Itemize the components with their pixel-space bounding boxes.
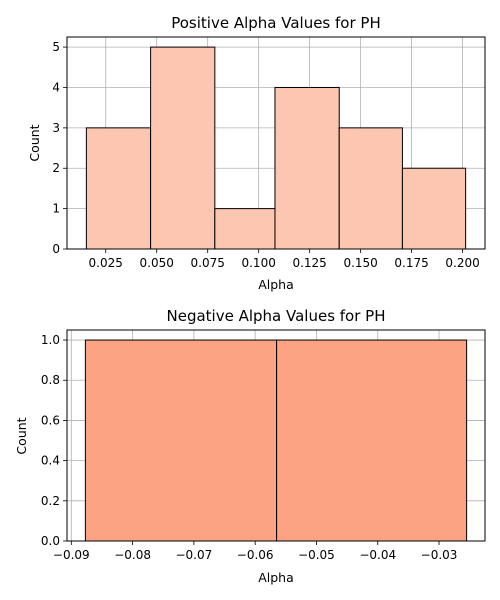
histogram-bar bbox=[274, 86, 340, 250]
negative-alpha-histogram: Negative Alpha Values for PH −0.09 −0.08−… bbox=[14, 307, 486, 585]
x-tick-label: 0.125 bbox=[292, 256, 326, 270]
x-tick-label: 0.050 bbox=[140, 256, 174, 270]
x-tick-label: −0.09 bbox=[53, 548, 90, 562]
histogram-bar bbox=[214, 208, 276, 250]
x-tick-label: 0.075 bbox=[191, 256, 225, 270]
y-tick-label: 1 bbox=[52, 202, 60, 216]
x-tick-label: −0.08 bbox=[114, 548, 151, 562]
chart-title: Positive Alpha Values for PH bbox=[171, 14, 381, 32]
x-axis-label: Alpha bbox=[258, 570, 294, 585]
y-tick-label: 0.8 bbox=[41, 373, 60, 387]
y-tick-label: 0.6 bbox=[41, 413, 60, 427]
x-tick-label: 0.025 bbox=[89, 256, 123, 270]
x-tick-label: −0.07 bbox=[175, 548, 212, 562]
y-tick-label: 1.0 bbox=[41, 333, 60, 347]
x-tick-label: −0.04 bbox=[359, 548, 396, 562]
y-tick-label: 2 bbox=[52, 161, 60, 175]
chart-title: Negative Alpha Values for PH bbox=[167, 307, 386, 325]
bars bbox=[85, 46, 467, 250]
histogram-bar bbox=[150, 46, 216, 250]
y-tick-label: 0 bbox=[52, 242, 60, 256]
y-axis-label: Count bbox=[27, 124, 42, 161]
histogram-bar bbox=[338, 127, 403, 250]
y-tick-label: 0.0 bbox=[41, 534, 60, 548]
x-tick-label: 0.150 bbox=[343, 256, 377, 270]
x-axis-label: Alpha bbox=[258, 277, 294, 292]
x-tick-label: −0.06 bbox=[237, 548, 274, 562]
x-tick-label: 0.175 bbox=[394, 256, 428, 270]
y-axis-label: Count bbox=[14, 417, 29, 454]
x-tick-label: −0.03 bbox=[421, 548, 458, 562]
positive-alpha-histogram: Positive Alpha Values for PH 0.025 0.050 0… bbox=[27, 14, 486, 292]
y-tick-label: 5 bbox=[52, 40, 60, 54]
y-tick-label: 4 bbox=[52, 80, 60, 94]
ticks: −0.09 −0.08 −0.07 −0.06 −0.05 −0.04 −0.03 0.0 0.… bbox=[41, 333, 458, 562]
plot-frame bbox=[66, 329, 486, 542]
y-tick-label: 0.4 bbox=[41, 454, 60, 468]
y-tick-label: 0.2 bbox=[41, 494, 60, 508]
ticks: 0.025 0.050 0.075 0.100 0.125 0.150 0.175 0.200… bbox=[52, 40, 479, 270]
bars bbox=[84, 339, 468, 542]
y-tick-label: 3 bbox=[52, 121, 60, 135]
plot-frame bbox=[66, 36, 486, 250]
histogram-bar bbox=[401, 167, 467, 250]
histogram-bar bbox=[85, 127, 152, 250]
x-tick-label: 0.100 bbox=[241, 256, 275, 270]
histogram-bar bbox=[84, 339, 278, 542]
x-tick-label: −0.05 bbox=[298, 548, 335, 562]
x-tick-label: 0.200 bbox=[445, 256, 479, 270]
histogram-bar bbox=[276, 339, 468, 542]
